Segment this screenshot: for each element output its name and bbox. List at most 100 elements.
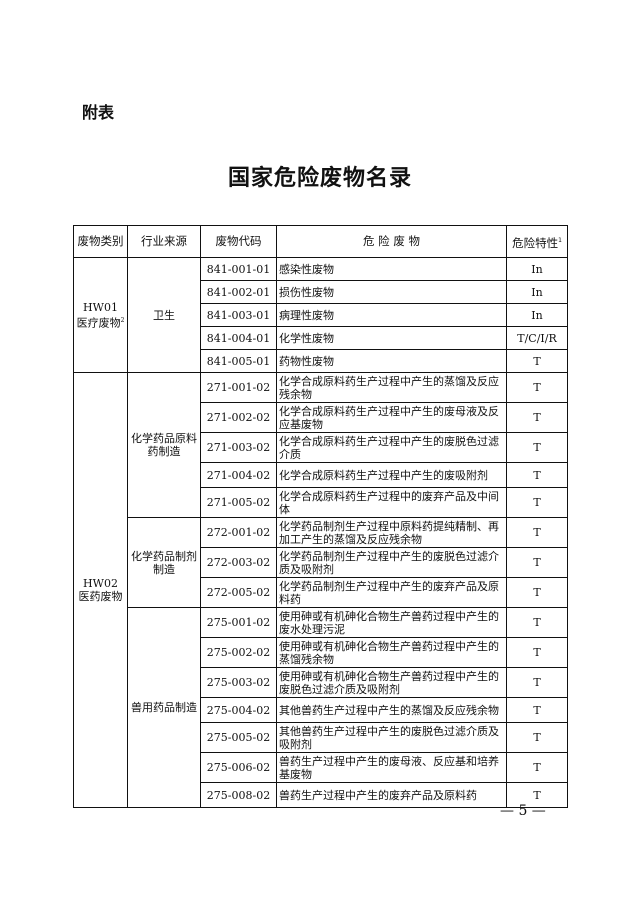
waste-description: 化学药品制剂生产过程中产生的废脱色过滤介质及吸附剂 [276, 547, 507, 578]
waste-description: 化学合成原料药生产过程中产生的废吸附剂 [276, 462, 507, 488]
waste-code: 271-003-02 [200, 432, 277, 463]
page-number: — 5 — [500, 803, 546, 819]
waste-code: 272-003-02 [200, 547, 277, 578]
category-code: HW02 [83, 577, 118, 590]
waste-description: 损伤性废物 [276, 280, 507, 304]
hazard-characteristic: T [506, 782, 568, 808]
header-hazard: 危险特性1 [506, 225, 568, 258]
table-row: HW01 医疗废物2 卫生 841-001-01 感染性废物 In [73, 257, 568, 373]
hazard-characteristic: T [506, 752, 568, 783]
appendix-label: 附表 [82, 103, 115, 122]
hazard-characteristic: T [506, 349, 568, 373]
waste-code: 271-004-02 [200, 462, 277, 488]
hazard-characteristic: T [506, 372, 568, 403]
waste-description: 使用砷或有机砷化合物生产兽药过程中产生的废水处理污泥 [276, 607, 507, 638]
waste-code: 271-005-02 [200, 487, 277, 518]
hazard-characteristic: In [506, 280, 568, 304]
table-header-row: 废物类别 行业来源 废物代码 危 险 废 物 危险特性1 [73, 225, 568, 258]
footnote-marker: 1 [558, 236, 562, 244]
industry-source: 兽用药品制造 [127, 607, 201, 808]
hazard-characteristic: In [506, 257, 568, 281]
table-row: 271-005-02 化学合成原料药生产过程中的废弃产品及中间体 T [74, 487, 568, 518]
header-source: 行业来源 [127, 225, 201, 258]
table-row: 841-005-01 药物性废物 T [74, 349, 568, 373]
hazard-characteristic: T [506, 667, 568, 698]
waste-description: 兽药生产过程中产生的废弃产品及原料药 [276, 782, 507, 808]
table-row: 272-005-02 化学药品制剂生产过程中产生的废弃产品及原料药 T [74, 577, 568, 608]
hazard-characteristic: T/C/I/R [506, 326, 568, 350]
waste-code: 272-005-02 [200, 577, 277, 608]
waste-description: 其他兽药生产过程中产生的蒸馏及反应残余物 [276, 697, 507, 723]
waste-description: 化学药品制剂生产过程中原料药提纯精制、再加工产生的蒸馏及反应残余物 [276, 517, 507, 548]
header-category: 废物类别 [73, 225, 128, 258]
table-row: 275-002-02 使用砷或有机砷化合物生产兽药过程中产生的蒸馏残余物 T [74, 637, 568, 668]
waste-code: 275-008-02 [200, 782, 277, 808]
category-name-text: 医药废物 [78, 590, 123, 603]
waste-code: 272-001-02 [200, 517, 277, 548]
table-row: 275-006-02 兽药生产过程中产生的废母液、反应基和培养基废物 T [74, 752, 568, 783]
table-row: 841-002-01 损伤性废物 In [74, 280, 568, 304]
header-code: 废物代码 [200, 225, 277, 258]
category-name: 医药废物 [76, 590, 125, 603]
waste-code: 271-001-02 [200, 372, 277, 403]
header-hazard-label: 危险特性 [512, 235, 559, 250]
waste-code: 841-002-01 [200, 280, 277, 304]
waste-code: 275-003-02 [200, 667, 277, 698]
category-name: 医疗废物2 [76, 314, 125, 329]
industry-source: 化学药品制剂制造 [127, 517, 201, 608]
footnote-marker: 2 [120, 316, 125, 324]
waste-description: 使用砷或有机砷化合物生产兽药过程中产生的蒸馏残余物 [276, 637, 507, 668]
waste-code: 275-005-02 [200, 722, 277, 753]
waste-code: 275-002-02 [200, 637, 277, 668]
waste-description: 化学药品制剂生产过程中产生的废弃产品及原料药 [276, 577, 507, 608]
waste-description: 其他兽药生产过程中产生的废脱色过滤介质及吸附剂 [276, 722, 507, 753]
waste-description: 使用砷或有机砷化合物生产兽药过程中产生的废脱色过滤介质及吸附剂 [276, 667, 507, 698]
waste-code: 275-001-02 [200, 607, 277, 638]
hazard-characteristic: T [506, 697, 568, 723]
waste-code: 275-006-02 [200, 752, 277, 783]
table-row: 271-002-02 化学合成原料药生产过程中产生的废母液及反应基废物 T [74, 402, 568, 433]
table-row: 275-003-02 使用砷或有机砷化合物生产兽药过程中产生的废脱色过滤介质及吸附… [74, 667, 568, 698]
table-row: 兽用药品制造 275-001-02 使用砷或有机砷化合物生产兽药过程中产生的废水处理… [74, 607, 568, 808]
waste-code: 271-002-02 [200, 402, 277, 433]
category-code: HW01 [83, 300, 118, 314]
page-title: 国家危险废物名录 [227, 165, 412, 191]
hazard-characteristic: T [506, 517, 568, 548]
hazard-characteristic: T [506, 607, 568, 638]
hazard-characteristic: T [506, 402, 568, 433]
waste-category: HW01 医疗废物2 [73, 257, 128, 373]
waste-description: 病理性废物 [276, 303, 507, 327]
industry-source: 卫生 [127, 257, 201, 373]
waste-code: 841-005-01 [200, 349, 277, 373]
table-row: 275-008-02 兽药生产过程中产生的废弃产品及原料药 T [74, 782, 568, 808]
hazard-characteristic: T [506, 432, 568, 463]
waste-code: 275-004-02 [200, 697, 277, 723]
table-row: 841-004-01 化学性废物 T/C/I/R [74, 326, 568, 350]
hazard-characteristic: In [506, 303, 568, 327]
waste-description: 药物性废物 [276, 349, 507, 373]
table-row: 271-003-02 化学合成原料药生产过程中产生的废脱色过滤介质 T [74, 432, 568, 463]
hazardous-waste-table: 废物类别 行业来源 废物代码 危 险 废 物 危险特性1 HW01 医疗废物2 卫生… [73, 225, 568, 808]
hazard-characteristic: T [506, 637, 568, 668]
waste-code: 841-001-01 [200, 257, 277, 281]
hazard-characteristic: T [506, 487, 568, 518]
header-waste: 危 险 废 物 [276, 225, 507, 258]
waste-description: 化学合成原料药生产过程中产生的废脱色过滤介质 [276, 432, 507, 463]
hazard-characteristic: T [506, 577, 568, 608]
waste-description: 化学合成原料药生产过程中的废弃产品及中间体 [276, 487, 507, 518]
hazard-characteristic: T [506, 547, 568, 578]
hazard-characteristic: T [506, 462, 568, 488]
waste-description: 化学性废物 [276, 326, 507, 350]
table-row: 841-003-01 病理性废物 In [74, 303, 568, 327]
hazard-characteristic: T [506, 722, 568, 753]
waste-description: 化学合成原料药生产过程中产生的废母液及反应基废物 [276, 402, 507, 433]
industry-source: 化学药品原料药制造 [127, 372, 201, 518]
table-row: 化学药品制剂制造 272-001-02 化学药品制剂生产过程中原料药提纯精制、再加工… [74, 517, 568, 608]
waste-category: HW02 医药废物 [73, 372, 128, 808]
waste-description: 化学合成原料药生产过程中产生的蒸馏及反应残余物 [276, 372, 507, 403]
waste-code: 841-003-01 [200, 303, 277, 327]
table-row: HW02 医药废物 化学药品原料药制造 271-001-02 化学合成原料药生产过程中产… [73, 372, 568, 808]
table-row: 275-005-02 其他兽药生产过程中产生的废脱色过滤介质及吸附剂 T [74, 722, 568, 753]
table-row: 272-003-02 化学药品制剂生产过程中产生的废脱色过滤介质及吸附剂 T [74, 547, 568, 578]
waste-code: 841-004-01 [200, 326, 277, 350]
